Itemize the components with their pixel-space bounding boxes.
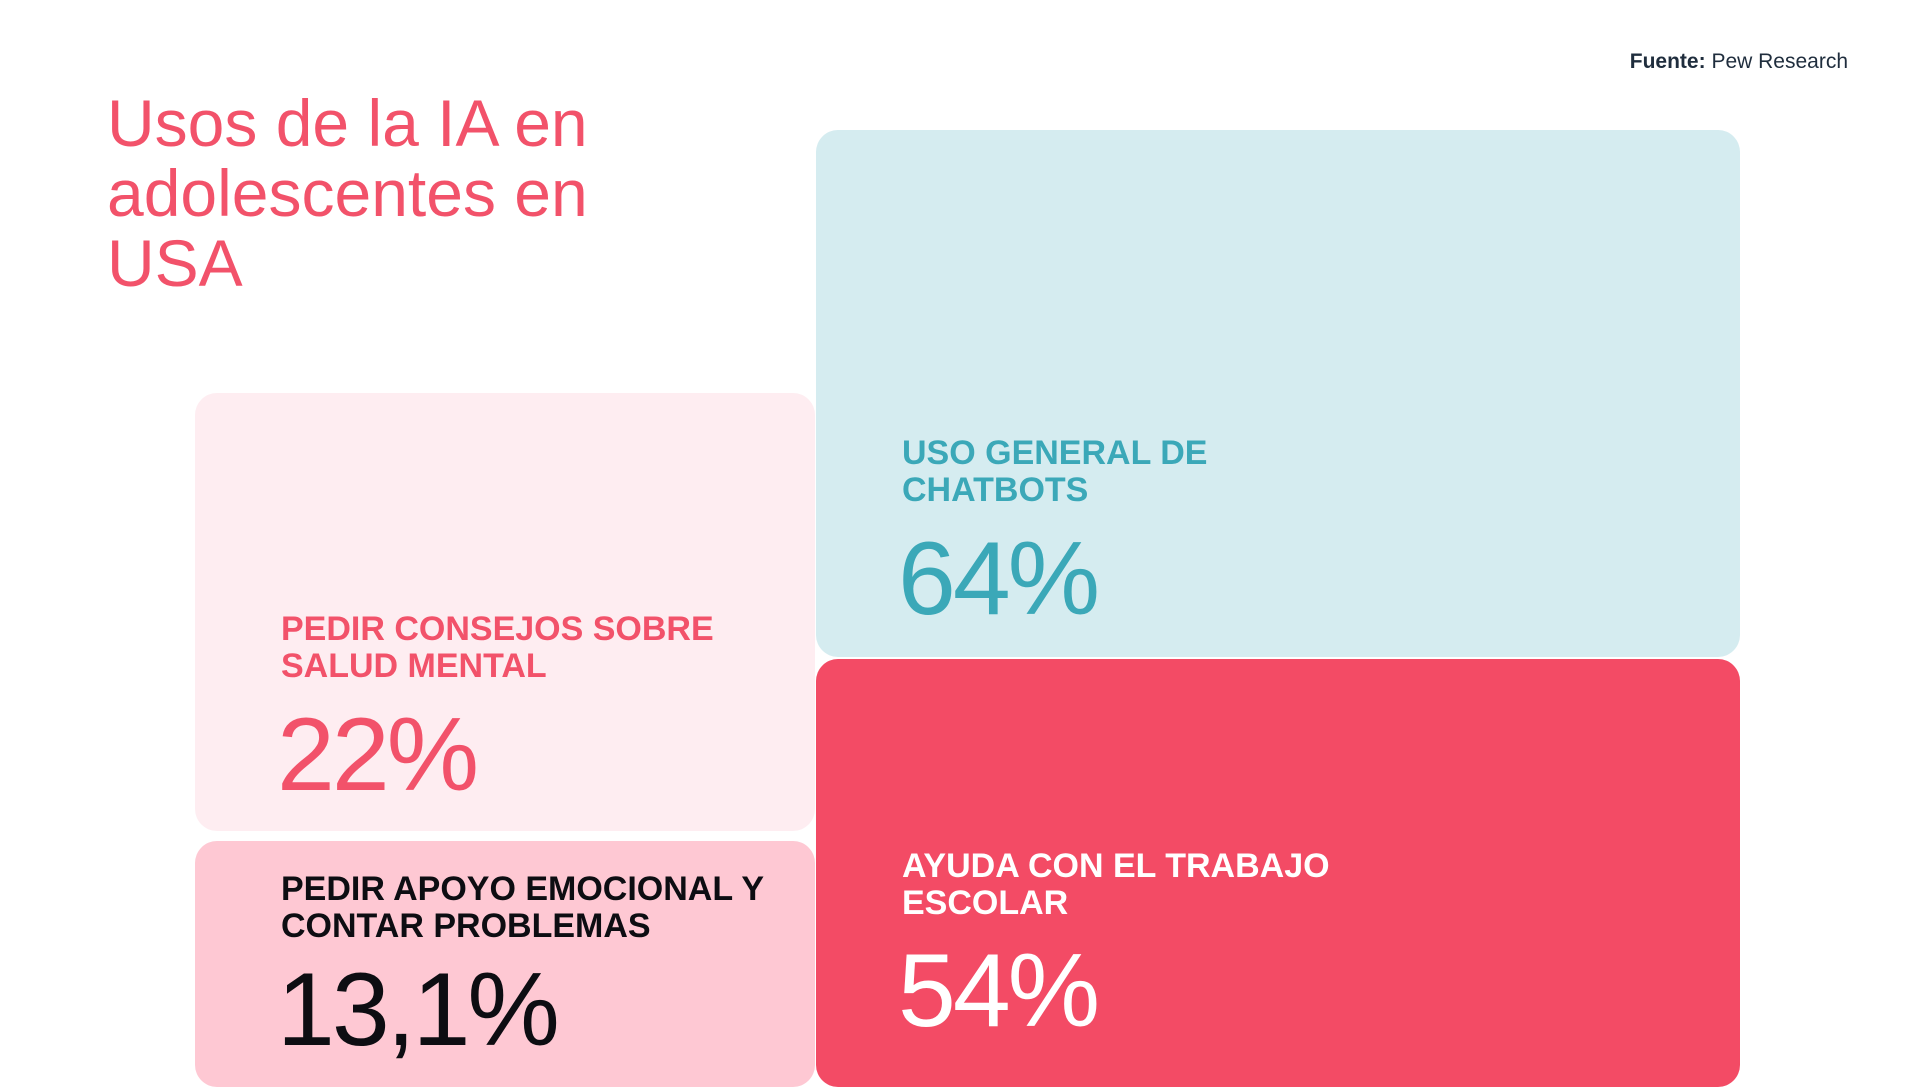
source-note: Fuente: Pew Research (1630, 50, 1848, 74)
tile-school-work-value: 54% (898, 933, 1100, 1049)
source-name: Pew Research (1711, 50, 1848, 73)
tile-school-work: AYUDA CON EL TRABAJO ESCOLAR 54% (816, 659, 1740, 1087)
tile-emotional-support: PEDIR APOYO EMOCIONAL Y CONTAR PROBLEMAS… (195, 841, 815, 1087)
tile-chatbots-value: 64% (898, 521, 1100, 637)
tile-mental-health-value: 22% (277, 697, 479, 813)
tile-mental-health-label: PEDIR CONSEJOS SOBRE SALUD MENTAL (281, 610, 714, 685)
tile-emotional-support-value: 13,1% (277, 952, 560, 1068)
tile-mental-health: PEDIR CONSEJOS SOBRE SALUD MENTAL 22% (195, 393, 815, 831)
tile-school-work-label: AYUDA CON EL TRABAJO ESCOLAR (902, 847, 1330, 922)
tile-chatbots-label: USO GENERAL DE CHATBOTS (902, 434, 1208, 509)
source-label: Fuente: (1629, 50, 1706, 73)
tile-emotional-support-label: PEDIR APOYO EMOCIONAL Y CONTAR PROBLEMAS (281, 870, 764, 945)
tile-chatbots: USO GENERAL DE CHATBOTS 64% (816, 130, 1740, 657)
chart-title: Usos de la IA en adolescentes en USA (107, 86, 588, 300)
